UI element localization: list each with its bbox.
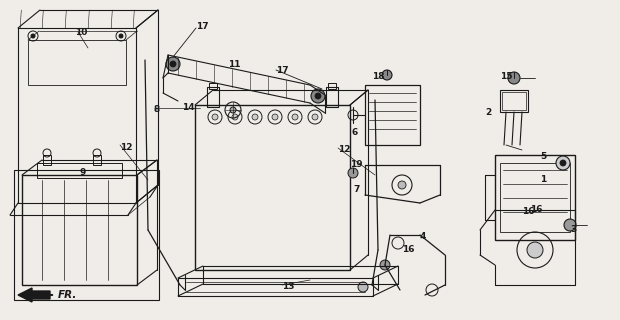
Text: 3: 3 (570, 225, 576, 234)
Circle shape (398, 181, 406, 189)
Circle shape (166, 57, 180, 71)
Circle shape (232, 114, 238, 120)
Bar (502, 92, 526, 110)
Text: FR.: FR. (58, 290, 78, 300)
Circle shape (170, 61, 176, 67)
Circle shape (527, 242, 543, 258)
Bar (500, 163, 570, 232)
Circle shape (564, 219, 576, 231)
Text: 2: 2 (485, 108, 491, 117)
Circle shape (31, 34, 35, 38)
Circle shape (252, 114, 258, 120)
Bar (22, 175, 137, 285)
FancyArrow shape (18, 288, 50, 302)
Text: 16: 16 (530, 205, 542, 214)
Text: 6: 6 (352, 128, 358, 137)
Text: 4: 4 (420, 232, 427, 241)
Text: 14: 14 (182, 103, 195, 112)
Circle shape (272, 114, 278, 120)
Bar (207, 87, 219, 107)
Circle shape (508, 72, 520, 84)
Circle shape (119, 34, 123, 38)
Circle shape (382, 70, 392, 80)
Text: 12: 12 (338, 145, 350, 154)
Bar (495, 155, 575, 240)
Circle shape (312, 114, 318, 120)
Text: 16: 16 (402, 245, 415, 254)
Text: 1: 1 (540, 175, 546, 184)
Circle shape (292, 114, 298, 120)
Bar (209, 83, 217, 89)
Text: 13: 13 (282, 282, 294, 291)
Text: 15: 15 (500, 72, 513, 81)
Bar (37, 163, 122, 178)
Text: 8: 8 (153, 105, 159, 114)
Text: 11: 11 (228, 60, 241, 69)
Circle shape (348, 168, 358, 178)
Text: 9: 9 (80, 168, 86, 177)
Bar (365, 85, 420, 145)
Bar (326, 87, 338, 107)
Text: 12: 12 (120, 143, 133, 152)
Text: 17: 17 (196, 22, 208, 31)
Circle shape (380, 260, 390, 270)
Text: 18: 18 (372, 72, 384, 81)
Text: 19: 19 (350, 160, 363, 169)
Circle shape (556, 156, 570, 170)
Circle shape (212, 114, 218, 120)
Circle shape (230, 107, 236, 113)
Bar (43, 155, 51, 165)
Text: 7: 7 (353, 185, 360, 194)
Circle shape (358, 282, 368, 292)
Bar (328, 83, 336, 89)
Bar (500, 90, 528, 112)
Text: 5: 5 (540, 152, 546, 161)
Bar (93, 155, 101, 165)
Circle shape (311, 89, 325, 103)
Bar (14, 170, 159, 300)
Circle shape (560, 160, 566, 166)
Bar (28, 40, 126, 85)
Circle shape (315, 93, 321, 99)
Text: 17: 17 (276, 66, 289, 75)
Bar (195, 105, 350, 270)
Text: 16: 16 (522, 207, 534, 216)
Text: 10: 10 (75, 28, 87, 37)
